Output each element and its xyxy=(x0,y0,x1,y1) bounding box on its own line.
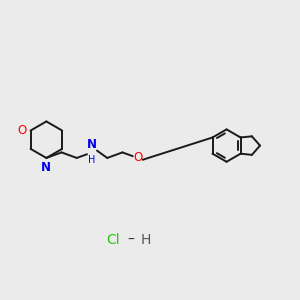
Text: H: H xyxy=(140,233,151,247)
Text: O: O xyxy=(18,124,27,137)
Text: N: N xyxy=(87,138,97,151)
Text: Cl: Cl xyxy=(106,233,120,247)
Text: –: – xyxy=(128,233,134,247)
Text: N: N xyxy=(41,161,51,175)
Text: O: O xyxy=(133,152,142,164)
Text: H: H xyxy=(88,155,96,165)
